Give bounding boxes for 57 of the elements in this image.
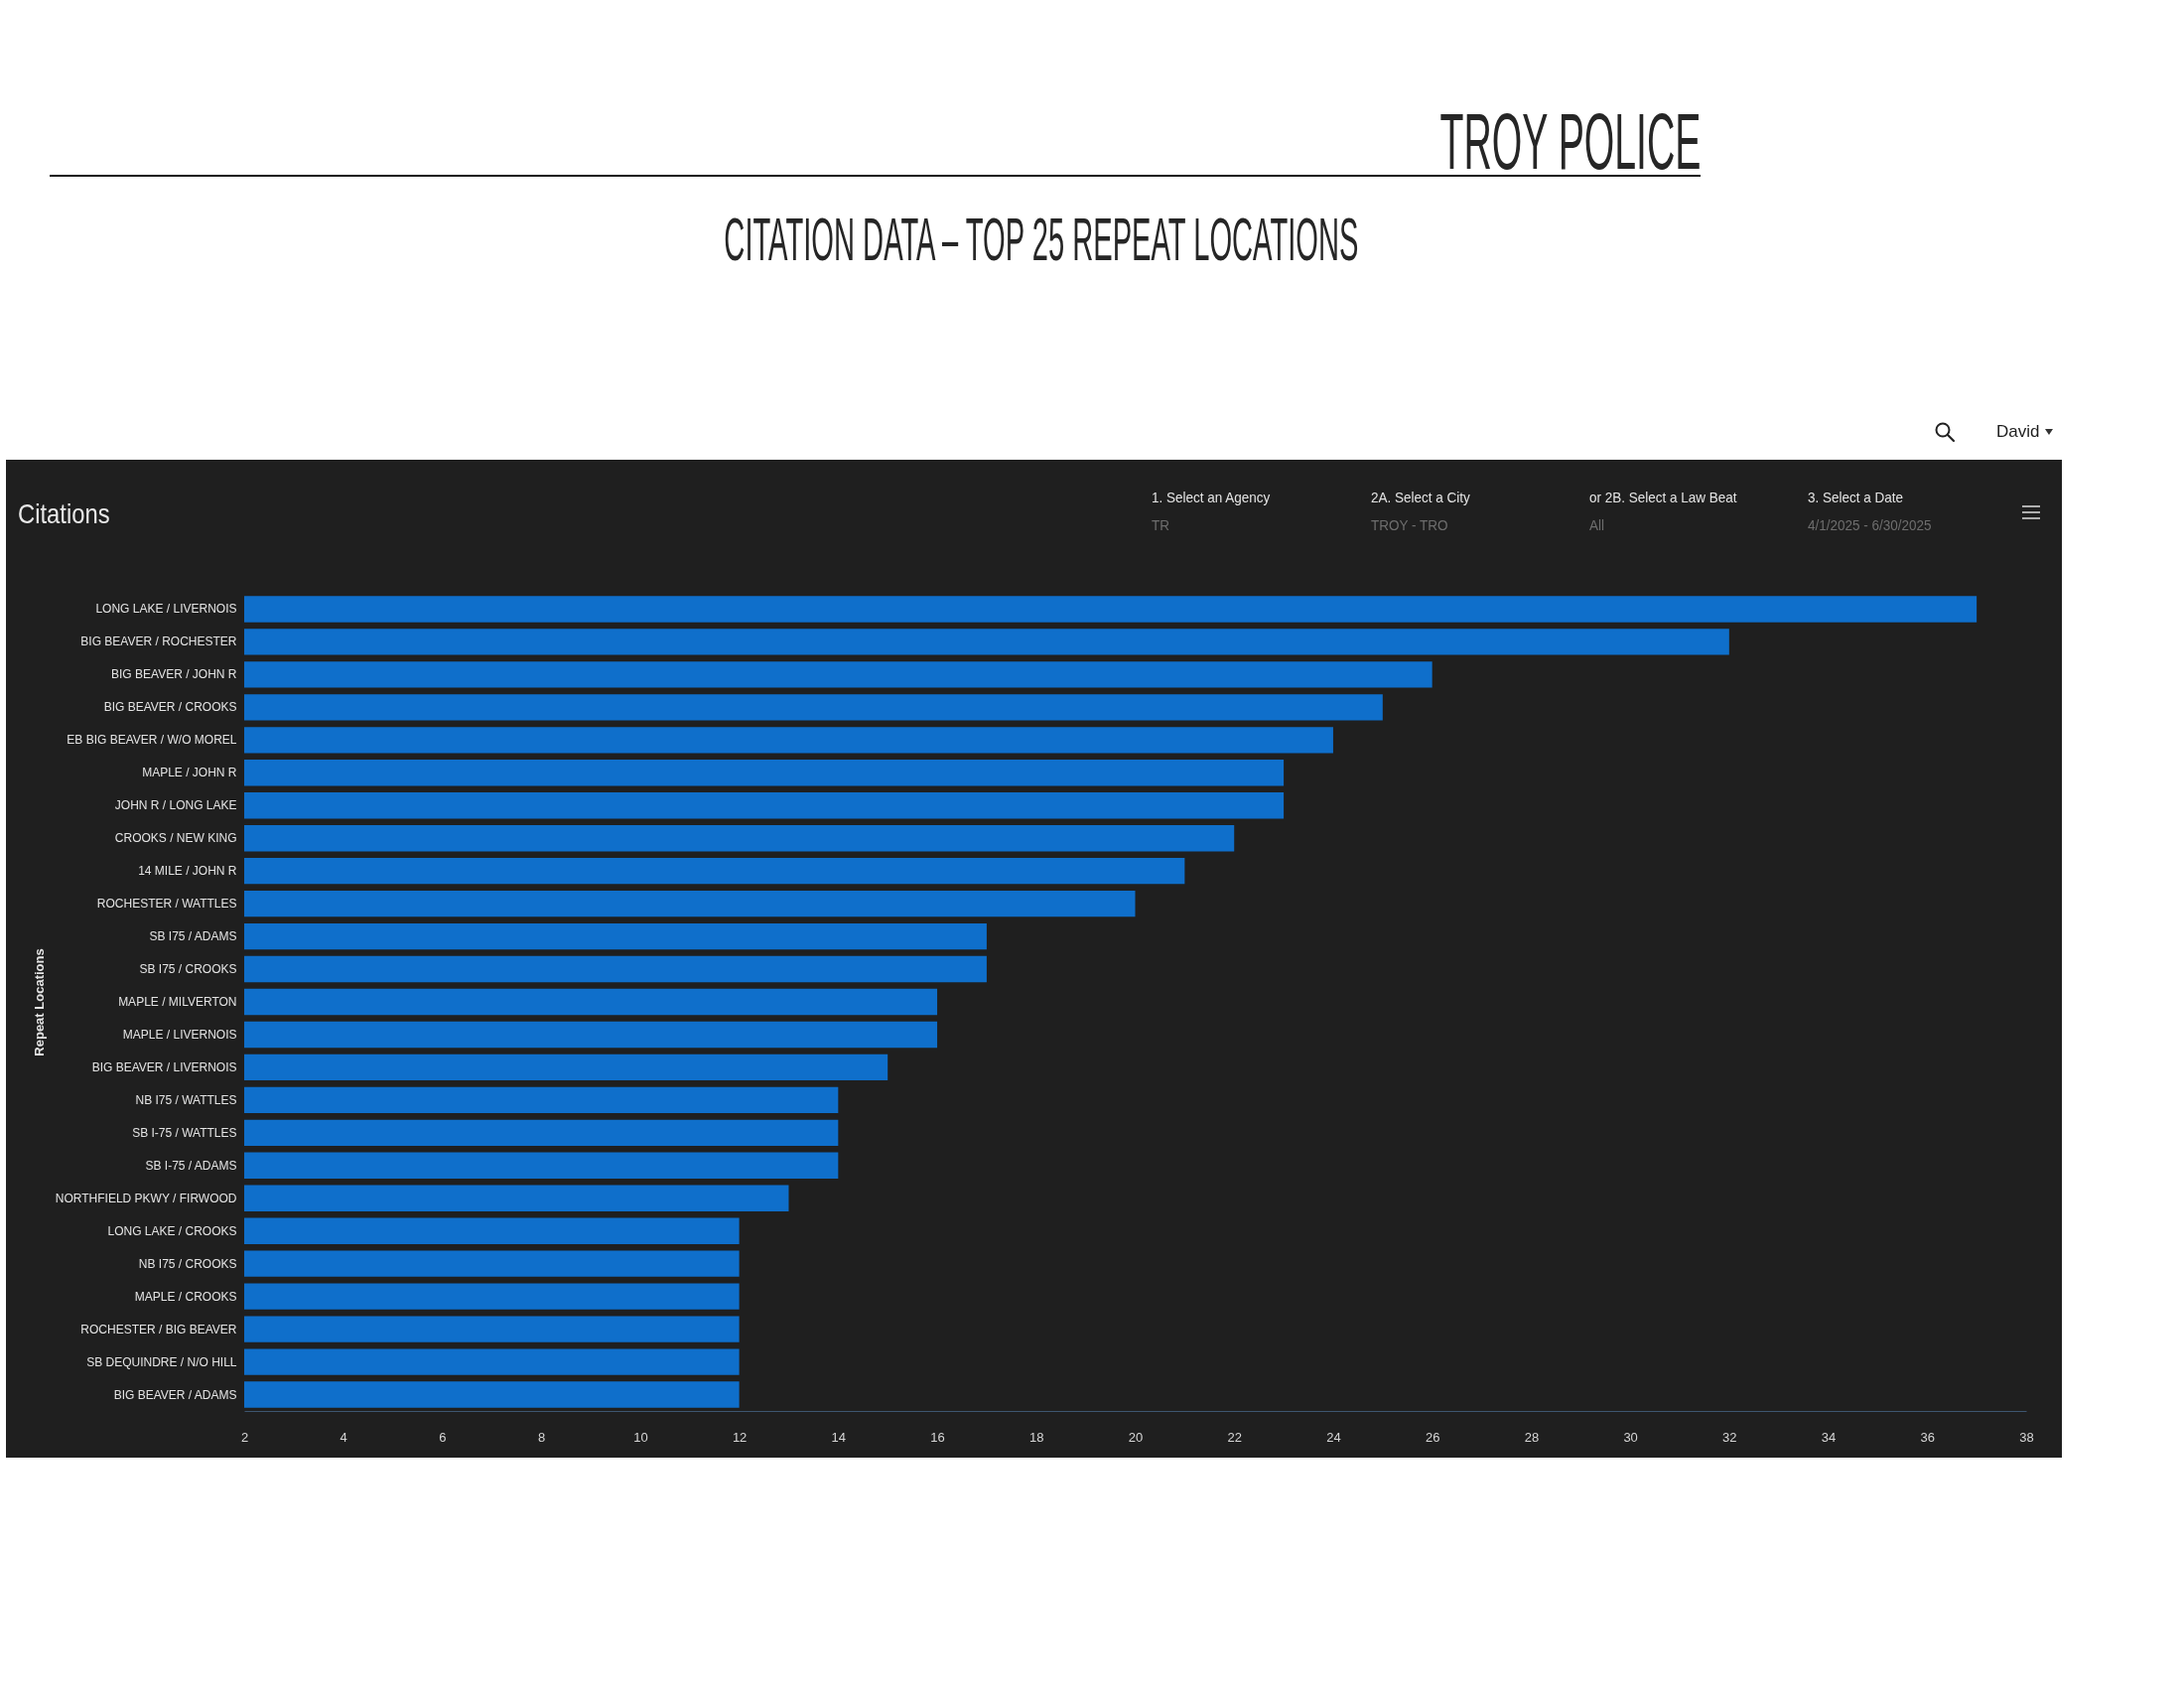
text: 2A. Select a City xyxy=(1371,489,1470,505)
text: 3. Select a Date xyxy=(1808,489,1904,505)
text: All xyxy=(1589,516,1604,533)
text: Citations xyxy=(18,498,110,529)
x-tick-label: 18 xyxy=(1029,1429,1044,1445)
y-tick-label: LONG LAKE / LIVERNOIS xyxy=(95,602,237,617)
chart-title: CITATION DATA – TOP 25 REPEAT LOCATIONS xyxy=(724,205,1359,273)
y-tick-label: EB BIG BEAVER / W/O MOREL xyxy=(67,733,237,748)
y-tick-label: CROOKS / NEW KING xyxy=(114,831,237,846)
x-tick-label: 32 xyxy=(1722,1429,1737,1445)
text: David xyxy=(1996,422,2040,441)
y-tick-label: ROCHESTER / BIG BEAVER xyxy=(80,1322,237,1336)
x-tick-label: 36 xyxy=(1920,1429,1936,1445)
y-tick-label: NB I75 / CROOKS xyxy=(138,1256,237,1271)
y-axis-title: Repeat Locations xyxy=(31,948,47,1056)
x-tick-label: 2 xyxy=(240,1429,249,1445)
y-tick-label: MAPLE / LIVERNOIS xyxy=(122,1027,237,1042)
y-tick-label: SB DEQUINDRE / N/O HILL xyxy=(86,1354,237,1369)
text: 4/1/2025 - 6/30/2025 xyxy=(1808,516,1932,533)
text: TR xyxy=(1152,516,1169,533)
y-tick-label: BIG BEAVER / ROCHESTER xyxy=(80,634,237,649)
y-tick-label: SB I75 / CROOKS xyxy=(139,962,237,977)
text: or 2B. Select a Law Beat xyxy=(1589,489,1737,505)
x-tick-label: 26 xyxy=(1425,1429,1440,1445)
x-tick-label: 34 xyxy=(1821,1429,1837,1445)
y-tick-label: BIG BEAVER / LIVERNOIS xyxy=(91,1059,237,1074)
x-tick-label: 30 xyxy=(1623,1429,1638,1445)
y-tick-label: SB I-75 / WATTLES xyxy=(132,1125,237,1140)
x-tick-label: 10 xyxy=(633,1429,648,1445)
y-tick-label: LONG LAKE / CROOKS xyxy=(107,1223,237,1238)
x-tick-label: 22 xyxy=(1227,1429,1242,1445)
text: TROY - TRO xyxy=(1371,516,1448,533)
y-tick-label: JOHN R / LONG LAKE xyxy=(114,798,237,813)
x-tick-label: 14 xyxy=(831,1429,847,1445)
y-tick-label: BIG BEAVER / CROOKS xyxy=(103,700,237,715)
x-tick-label: 8 xyxy=(538,1429,546,1445)
y-tick-label: ROCHESTER / WATTLES xyxy=(96,897,237,912)
x-tick-label: 4 xyxy=(340,1429,347,1445)
x-tick-label: 16 xyxy=(930,1429,945,1445)
text: TROY POLICE xyxy=(1439,97,1701,186)
x-tick-label: 38 xyxy=(2019,1429,2034,1445)
y-tick-label: NORTHFIELD PKWY / FIRWOOD xyxy=(55,1191,237,1205)
y-tick-label: BIG BEAVER / JOHN R xyxy=(111,667,237,682)
x-tick-label: 28 xyxy=(1524,1429,1540,1445)
x-tick-label: 6 xyxy=(439,1429,447,1445)
y-tick-label: 14 MILE / JOHN R xyxy=(138,864,237,879)
y-tick-label: SB I-75 / ADAMS xyxy=(145,1158,237,1173)
y-tick-label: SB I75 / ADAMS xyxy=(149,929,237,944)
x-tick-label: 20 xyxy=(1128,1429,1144,1445)
text: 1. Select an Agency xyxy=(1152,489,1271,505)
y-tick-label: MAPLE / CROOKS xyxy=(134,1289,237,1304)
y-tick-label: BIG BEAVER / ADAMS xyxy=(113,1387,237,1402)
y-tick-label: MAPLE / MILVERTON xyxy=(118,995,237,1009)
y-tick-label: MAPLE / JOHN R xyxy=(142,766,237,780)
x-tick-label: 12 xyxy=(732,1429,748,1445)
x-tick-label: 24 xyxy=(1326,1429,1341,1445)
y-tick-label: NB I75 / WATTLES xyxy=(135,1092,237,1107)
